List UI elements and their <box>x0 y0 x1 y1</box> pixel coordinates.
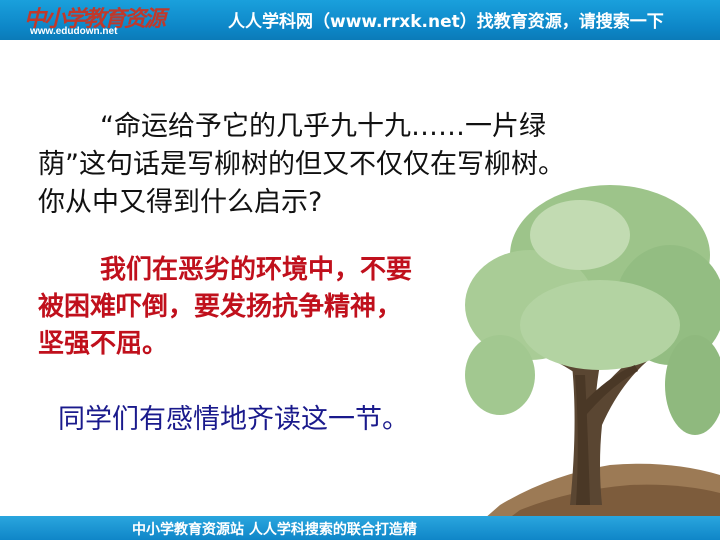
footer-bar: 中小学教育资源站 人人学科搜索的联合打造精 <box>0 516 720 540</box>
answer-line-3: 坚强不屈。 <box>38 329 169 359</box>
question-line-3: 你从中又得到什么启示? <box>38 187 323 218</box>
site-logo[interactable]: 中小学教育资源 <box>24 6 166 32</box>
question-line-2: 荫”这句话是写柳树的但又不仅仅在写柳树。 <box>38 149 565 180</box>
willow-tree-illustration <box>460 185 720 540</box>
site-logo-url: www.edudown.net <box>30 26 118 37</box>
answer-paragraph: 我们在恶劣的环境中，不要 被困难吓倒，要发扬抗争精神， 坚强不屈。 <box>38 252 508 363</box>
header-bar: 中小学教育资源 www.edudown.net 人人学科网（www.rrxk.n… <box>0 0 720 40</box>
question-line-1: “命运给予它的几乎九十九……一片绿 <box>100 111 546 142</box>
answer-line-1: 我们在恶劣的环境中，不要 <box>100 255 413 285</box>
reading-instruction: 同学们有感情地齐读这一节。 <box>58 404 409 435</box>
header-banner-text: 人人学科网（www.rrxk.net）找教育资源，请搜索一下 <box>228 12 664 32</box>
question-paragraph: “命运给予它的几乎九十九……一片绿 荫”这句话是写柳树的但又不仅仅在写柳树。 你… <box>38 108 658 222</box>
footer-text: 中小学教育资源站 人人学科搜索的联合打造精 <box>132 522 417 538</box>
answer-line-2: 被困难吓倒，要发扬抗争精神， <box>38 292 403 322</box>
